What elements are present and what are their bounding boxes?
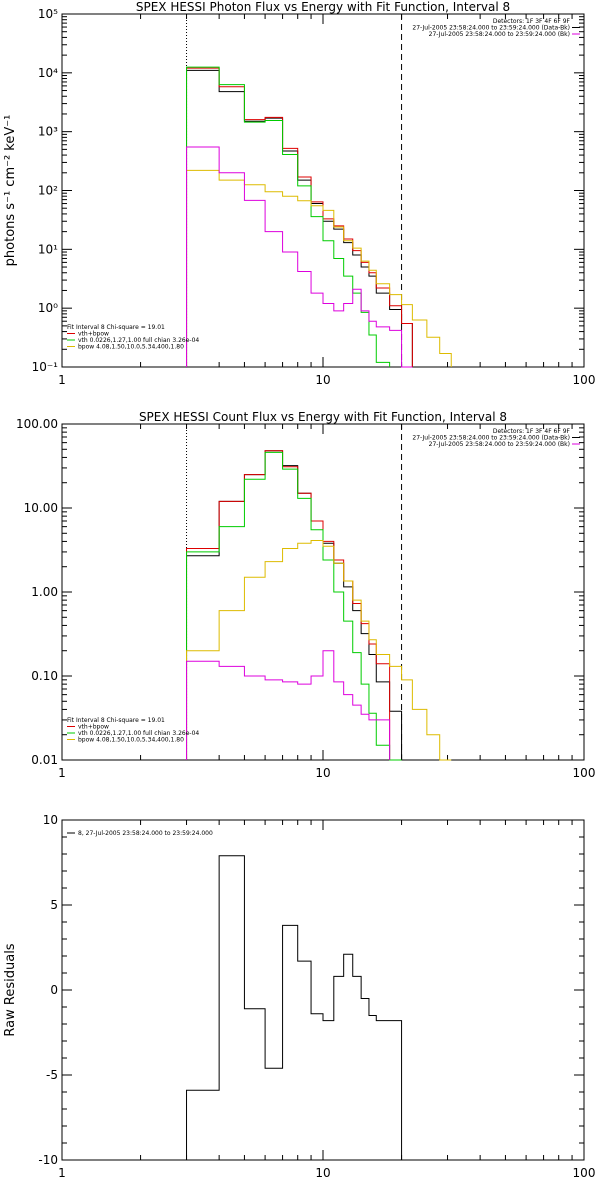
plot-frame: [61, 819, 585, 1161]
chart-panel-2: SPEX HESSI Count Flux vs Energy with Fit…: [16, 410, 595, 780]
y-tick-label: 10⁰: [38, 301, 58, 315]
x-tick-label: 10: [315, 373, 330, 387]
legend-entry-right: 27-Jul-2005 23:58:24.000 to 23:59:24.000…: [412, 435, 570, 442]
y-tick-label: 0.01: [31, 753, 58, 767]
legend-entry: Fit Interval 8 Chi-square = 19.01: [67, 324, 165, 331]
legend-entry: vth+bpow: [78, 724, 109, 731]
y-axis-label: Raw Residuals: [3, 943, 18, 1036]
legend-entry-right: Detectors: 1F 3F 4F 6F 9F: [493, 428, 571, 435]
legend-entry: 8, 27-Jul-2005 23:58:24.000 to 23:59:24.…: [78, 830, 213, 837]
y-tick-label: -10: [38, 1153, 58, 1167]
legend-entry-right: 27-Jul-2005 23:58:24.000 to 23:59:24.000…: [412, 25, 570, 32]
series-line-bpow: [186, 169, 452, 367]
chart-panel-3: 1 10 100 -10 -5 0 5 10 Raw Residuals 8, 27-Jul-20…: [3, 813, 595, 1180]
chart-title: SPEX HESSI Photon Flux vs Energy with Fi…: [136, 0, 510, 14]
x-tick-label: 1: [58, 373, 66, 387]
plot-frame: [61, 13, 585, 368]
y-tick-label: 10²: [38, 184, 58, 198]
series-line-vth-bpow: [186, 67, 413, 367]
y-axis-label: photons s⁻¹ cm⁻² keV⁻¹: [3, 115, 18, 267]
series-line-data-bk: [186, 69, 413, 367]
y-tick-label: 0: [50, 983, 58, 997]
y-tick-label: 10: [43, 813, 58, 827]
legend-entry: vth+bpow: [78, 331, 109, 338]
series-line-bpow: [186, 540, 452, 761]
y-tick-label: 1.00: [31, 585, 58, 599]
legend-entry: Fit Interval 8 Chi-square = 19.01: [67, 717, 165, 724]
series-line-8-27-jul-2005-23-58-24-000-to-23-59-24-000: [186, 855, 403, 1160]
y-tick-label: -5: [46, 1068, 58, 1082]
x-tick-label: 1: [58, 1166, 66, 1180]
y-tick-label: 10⁵: [38, 7, 58, 21]
x-tick-label: 100: [573, 1166, 596, 1180]
y-tick-label: 5: [50, 898, 58, 912]
x-tick-label: 10: [315, 1166, 330, 1180]
legend-entry: bpow 4.08,1.50,10.0,5.34,400,1.80: [78, 737, 184, 744]
y-tick-label: 10⁴: [38, 66, 58, 80]
chart-title: SPEX HESSI Count Flux vs Energy with Fit…: [139, 410, 507, 424]
legend-entry: vth 0.0226,1.27,1.00 full chian 3.26e-04: [78, 730, 199, 737]
series-line-bk: [186, 650, 391, 760]
series-line-vth: [186, 66, 391, 367]
chart-panel-1: SPEX HESSI Photon Flux vs Energy with Fi…: [3, 0, 595, 387]
plot-frame: [61, 423, 585, 761]
x-tick-label: 100: [573, 766, 596, 780]
legend-entry-right: Detectors: 1F 3F 4F 6F 9F: [493, 18, 571, 25]
y-tick-label: 10⁻¹: [32, 360, 59, 374]
y-tick-label: 10.00: [24, 501, 58, 515]
y-tick-label: 100.00: [16, 417, 58, 431]
legend-entry: vth 0.0226,1.27,1.00 full chian 3.26e-04: [78, 337, 199, 344]
legend-entry-right: 27-Jul-2005 23:58:24.000 to 23:59:24.000…: [429, 441, 570, 448]
y-tick-label: 10¹: [38, 242, 58, 256]
x-tick-label: 10: [315, 766, 330, 780]
series-line-bk: [186, 146, 413, 368]
legend-entry: bpow 4.08,1.50,10.0,5.34,400,1.80: [78, 344, 184, 351]
legend-entry-right: 27-Jul-2005 23:58:24.000 to 23:59:24.000…: [429, 31, 570, 38]
x-tick-label: 1: [58, 766, 66, 780]
y-tick-label: 10³: [38, 125, 58, 139]
series-line-vth-bpow: [186, 450, 391, 760]
series-line-vth: [186, 451, 402, 761]
y-tick-label: 0.10: [31, 669, 58, 683]
x-tick-label: 100: [573, 373, 596, 387]
